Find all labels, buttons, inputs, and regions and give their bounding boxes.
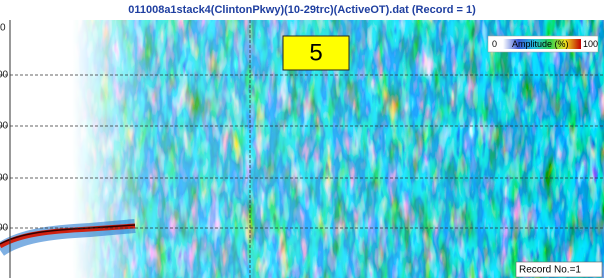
colorbar-max: 100 — [583, 39, 598, 49]
badge: 5 — [283, 36, 349, 70]
badge-text: 5 — [309, 39, 322, 66]
colorbar-min: 0 — [492, 39, 497, 49]
title: 011008a1stack4(ClintonPkwy)(10-29trc)(Ac… — [128, 4, 476, 16]
record-box: Record No.=1 — [516, 262, 602, 277]
page: {"header": {"title": "011008a1stack4(Cli… — [0, 0, 604, 278]
screenshot: 011008a1stack4(ClintonPkwy)(10-29trc)(Ac… — [0, 0, 604, 278]
record-text: Record No.=1 — [519, 265, 581, 276]
axis-label: 00 — [0, 70, 9, 81]
axis-label: 00 — [0, 121, 9, 132]
axis-label: 0 — [0, 23, 6, 34]
axis-label: 00 — [0, 223, 9, 234]
colorbar: 0 Amplitude (%) 100 — [488, 36, 598, 52]
colorbar-label: Amplitude (%) — [512, 39, 569, 49]
axis-label: 00 — [0, 173, 9, 184]
